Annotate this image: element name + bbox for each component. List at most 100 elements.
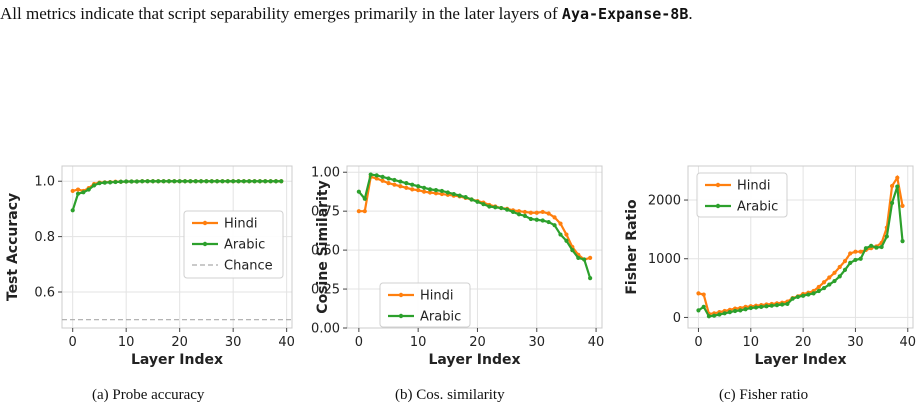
legend-box <box>183 210 284 279</box>
data-point-arabic <box>427 187 433 192</box>
data-point-hindi <box>858 249 863 254</box>
data-point-arabic <box>552 223 557 228</box>
x-tick-label: 30 <box>528 335 545 350</box>
caption-fisher-ratio: (c) Fisher ratio <box>719 387 809 403</box>
x-tick-label: 40 <box>588 335 605 350</box>
data-point-arabic <box>774 303 780 308</box>
data-point-arabic <box>696 308 701 313</box>
data-point-arabic <box>806 292 811 297</box>
data-point-hindi <box>558 221 563 226</box>
data-point-arabic <box>252 179 257 184</box>
data-point-hindi <box>837 264 842 270</box>
chart-cos: 0 10 20 30 40 0.00 0.25 0.50 0.75 1.00 Layer Index… <box>311 165 605 368</box>
data-point-arabic <box>879 244 884 250</box>
data-point-hindi <box>374 176 379 181</box>
data-point-arabic <box>380 174 385 180</box>
data-point-arabic <box>816 288 821 294</box>
data-point-arabic <box>215 179 220 184</box>
data-point-arabic <box>558 232 563 237</box>
data-point-arabic <box>564 238 569 243</box>
data-point-arabic <box>410 182 415 187</box>
data-point-hindi <box>696 291 701 296</box>
x-axis-label: Layer Index <box>754 352 846 368</box>
data-point-arabic <box>801 293 806 298</box>
data-point-arabic <box>753 305 759 310</box>
plot-frame <box>61 165 293 329</box>
data-point-arabic <box>827 282 832 287</box>
series-line-arabic <box>358 173 592 279</box>
legend-marker-arabic <box>398 313 404 319</box>
data-point-arabic <box>481 202 486 207</box>
data-point-arabic <box>475 199 480 204</box>
data-point-hindi <box>516 209 522 214</box>
data-point-arabic <box>247 179 252 184</box>
data-point-arabic <box>392 177 397 183</box>
data-point-arabic <box>889 200 895 206</box>
data-point-hindi <box>895 175 900 180</box>
legend-label-hindi: Hindi <box>420 289 454 304</box>
data-point-arabic <box>204 179 209 184</box>
y-tick-label: 1.00 <box>311 166 340 181</box>
y-tick-label: 1000 <box>648 252 681 267</box>
x-axis-label: Layer Index <box>131 352 223 368</box>
data-point-arabic <box>263 179 268 184</box>
legend: Hindi Arabic <box>696 172 788 218</box>
data-point-hindi <box>70 188 75 194</box>
series-line-hindi <box>698 174 904 316</box>
data-point-arabic <box>177 179 182 184</box>
model-name: Aya-Expanse-8B <box>561 5 689 23</box>
x-axis-label: Layer Index <box>428 352 520 368</box>
data-point-hindi <box>439 191 444 197</box>
data-point-arabic <box>842 267 848 272</box>
data-point-arabic <box>764 304 769 309</box>
data-point-hindi <box>900 203 905 209</box>
series-line-arabic <box>697 186 904 318</box>
data-point-arabic <box>445 190 450 195</box>
data-point-arabic <box>858 256 863 261</box>
data-point-arabic <box>493 205 498 210</box>
data-point-arabic <box>416 184 421 189</box>
data-point-arabic <box>727 310 732 315</box>
data-point-hindi <box>889 183 895 189</box>
data-point-arabic <box>188 179 193 184</box>
data-point-arabic <box>499 205 504 211</box>
data-point-hindi <box>564 232 569 237</box>
data-point-arabic <box>225 179 230 184</box>
data-point-hindi <box>522 209 528 215</box>
data-point-arabic <box>91 183 97 188</box>
data-point-arabic <box>576 255 581 261</box>
x-tick-label: 20 <box>795 335 812 350</box>
data-point-arabic <box>540 218 545 223</box>
legend-marker-hindi <box>398 292 404 298</box>
x-tick-label: 10 <box>118 335 135 350</box>
data-point-arabic <box>769 303 774 308</box>
data-point-arabic <box>166 179 172 184</box>
data-point-arabic <box>785 301 790 307</box>
data-point-arabic <box>522 213 528 218</box>
data-point-arabic <box>821 285 827 291</box>
x-tick-label: 10 <box>743 335 760 350</box>
data-point-arabic <box>374 173 379 178</box>
data-point-hindi <box>362 209 367 214</box>
data-point-arabic <box>398 179 403 184</box>
legend-marker-hindi <box>202 220 208 226</box>
data-point-hindi <box>356 209 361 214</box>
data-point-arabic <box>113 179 118 185</box>
data-point-hindi <box>552 215 557 220</box>
plot-frame <box>346 165 603 329</box>
legend-label-arabic: Arabic <box>420 310 461 325</box>
data-point-hindi <box>380 178 385 183</box>
data-point-arabic <box>102 180 107 185</box>
data-point-arabic <box>209 179 214 184</box>
data-point-arabic <box>795 294 800 299</box>
data-point-arabic <box>386 176 391 181</box>
data-point-hindi <box>546 211 551 216</box>
caption-probe-accuracy: (a) Probe accuracy <box>92 387 205 403</box>
data-point-arabic <box>124 179 129 184</box>
data-point-arabic <box>198 179 204 184</box>
data-point-hindi <box>827 275 832 280</box>
data-point-arabic <box>732 308 738 314</box>
chart-probe: 0 10 20 30 40 0.6 0.8 1.0 Layer Index Test Accura… <box>5 165 295 368</box>
legend: Hindi Arabic <box>379 282 471 328</box>
